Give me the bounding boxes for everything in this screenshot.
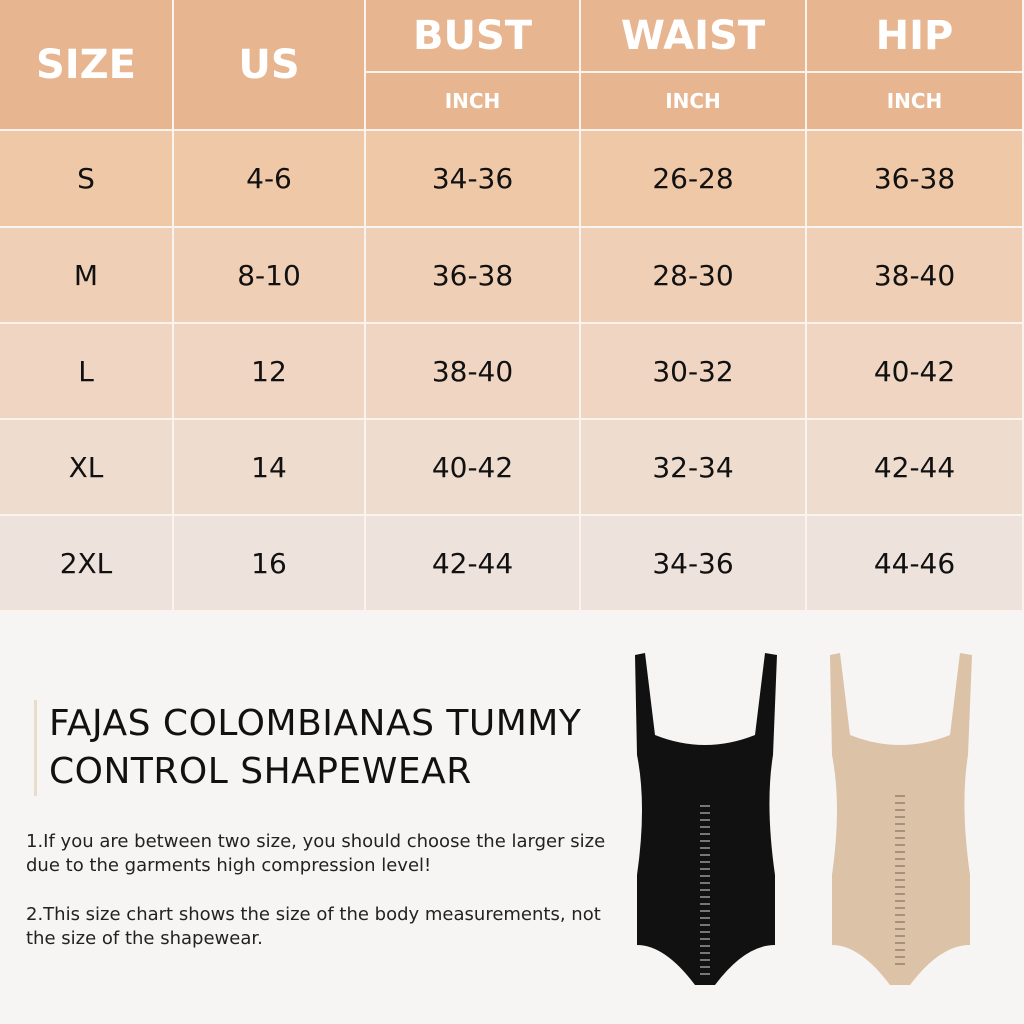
header-bust: BUST [366,0,579,71]
cell-us: 16 [174,516,364,610]
cell-us: 4-6 [174,131,364,226]
black-shapewear [635,653,777,985]
cell-bust: 42-44 [366,516,579,610]
cell-bust: 34-36 [366,131,579,226]
cell-hip: 38-40 [807,228,1022,322]
header-size: SIZE [0,0,172,129]
cell-size: L [0,324,172,418]
cell-waist: 34-36 [581,516,805,610]
cell-hip: 40-42 [807,324,1022,418]
cell-size: S [0,131,172,226]
cell-size: M [0,228,172,322]
cell-hip: 42-44 [807,420,1022,514]
cell-waist: 26-28 [581,131,805,226]
cell-us: 8-10 [174,228,364,322]
product-title: FAJAS COLOMBIANAS TUMMY CONTROL SHAPEWEA… [34,700,624,796]
cell-waist: 30-32 [581,324,805,418]
cell-us: 14 [174,420,364,514]
cell-hip: 36-38 [807,131,1022,226]
cell-bust: 40-42 [366,420,579,514]
header-hip: HIP [807,0,1022,71]
size-chart-table: SIZE US BUST INCH WAIST INCH HIP INCH S 4-6 34-36 2… [0,0,1024,612]
cell-size: XL [0,420,172,514]
cell-us: 12 [174,324,364,418]
header-waist-unit: INCH [581,73,805,129]
note-1: 1.If you are between two size, you shoul… [26,831,606,876]
header-bust-unit: INCH [366,73,579,129]
header-us: US [174,0,364,129]
header-waist: WAIST [581,0,805,71]
cell-waist: 32-34 [581,420,805,514]
shapewear-product-image [635,653,972,985]
title-line-1: FAJAS COLOMBIANAS TUMMY [49,703,582,744]
cell-waist: 28-30 [581,228,805,322]
cell-size: 2XL [0,516,172,610]
title-line-2: CONTROL SHAPEWEAR [49,751,472,792]
cell-bust: 38-40 [366,324,579,418]
cell-hip: 44-46 [807,516,1022,610]
note-2: 2.This size chart shows the size of the … [26,904,601,949]
cell-bust: 36-38 [366,228,579,322]
nude-shapewear [830,653,972,985]
header-hip-unit: INCH [807,73,1022,129]
